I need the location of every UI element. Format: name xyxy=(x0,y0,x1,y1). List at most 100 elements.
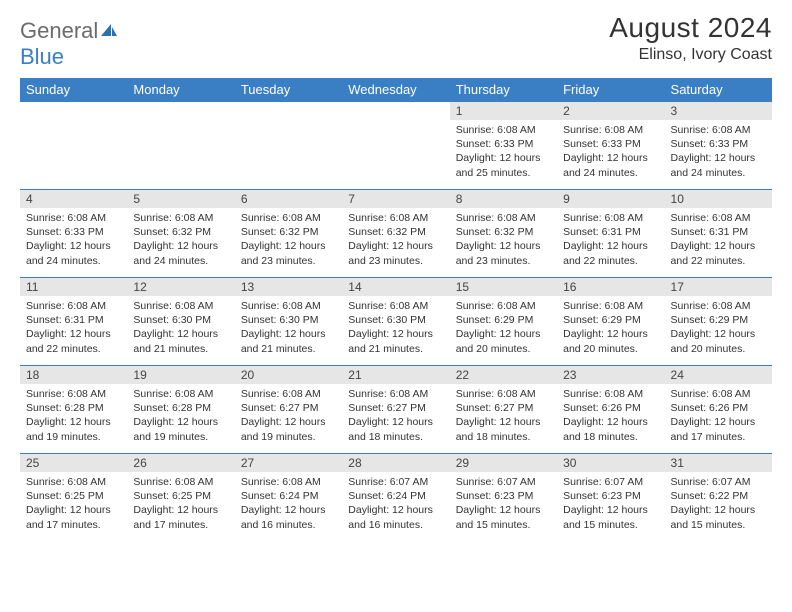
daylight-line: Daylight: 12 hours and 22 minutes. xyxy=(26,328,111,354)
daylight-line: Daylight: 12 hours and 24 minutes. xyxy=(563,152,648,178)
day-details: Sunrise: 6:08 AMSunset: 6:30 PMDaylight:… xyxy=(127,296,234,360)
sunset-line: Sunset: 6:28 PM xyxy=(133,402,211,414)
day-details: Sunrise: 6:08 AMSunset: 6:29 PMDaylight:… xyxy=(665,296,772,360)
daylight-line: Daylight: 12 hours and 17 minutes. xyxy=(671,416,756,442)
calendar-cell: 14Sunrise: 6:08 AMSunset: 6:30 PMDayligh… xyxy=(342,278,449,366)
day-details: Sunrise: 6:08 AMSunset: 6:26 PMDaylight:… xyxy=(665,384,772,448)
brand-part2: Blue xyxy=(20,44,64,69)
calendar-body: 1Sunrise: 6:08 AMSunset: 6:33 PMDaylight… xyxy=(20,102,772,542)
sunrise-line: Sunrise: 6:07 AM xyxy=(456,476,536,488)
day-details: Sunrise: 6:08 AMSunset: 6:32 PMDaylight:… xyxy=(235,208,342,272)
daylight-line: Daylight: 12 hours and 19 minutes. xyxy=(26,416,111,442)
sunset-line: Sunset: 6:30 PM xyxy=(348,314,426,326)
weekday-header: Saturday xyxy=(665,78,772,102)
sunrise-line: Sunrise: 6:07 AM xyxy=(671,476,751,488)
day-details: Sunrise: 6:08 AMSunset: 6:28 PMDaylight:… xyxy=(127,384,234,448)
calendar-cell xyxy=(20,102,127,190)
day-details xyxy=(342,120,449,127)
daylight-line: Daylight: 12 hours and 23 minutes. xyxy=(456,240,541,266)
day-details xyxy=(20,120,127,127)
day-number: 11 xyxy=(20,278,127,296)
sunrise-line: Sunrise: 6:08 AM xyxy=(671,124,751,136)
day-number: 25 xyxy=(20,454,127,472)
day-details: Sunrise: 6:08 AMSunset: 6:33 PMDaylight:… xyxy=(557,120,664,184)
sunset-line: Sunset: 6:30 PM xyxy=(241,314,319,326)
day-details: Sunrise: 6:08 AMSunset: 6:27 PMDaylight:… xyxy=(235,384,342,448)
sunset-line: Sunset: 6:32 PM xyxy=(133,226,211,238)
daylight-line: Daylight: 12 hours and 22 minutes. xyxy=(563,240,648,266)
daylight-line: Daylight: 12 hours and 20 minutes. xyxy=(671,328,756,354)
day-details: Sunrise: 6:08 AMSunset: 6:33 PMDaylight:… xyxy=(450,120,557,184)
daylight-line: Daylight: 12 hours and 21 minutes. xyxy=(133,328,218,354)
sunrise-line: Sunrise: 6:08 AM xyxy=(26,212,106,224)
calendar-cell: 21Sunrise: 6:08 AMSunset: 6:27 PMDayligh… xyxy=(342,366,449,454)
sunset-line: Sunset: 6:29 PM xyxy=(563,314,641,326)
day-details: Sunrise: 6:08 AMSunset: 6:31 PMDaylight:… xyxy=(557,208,664,272)
calendar-week-row: 25Sunrise: 6:08 AMSunset: 6:25 PMDayligh… xyxy=(20,454,772,542)
sunset-line: Sunset: 6:25 PM xyxy=(133,490,211,502)
calendar-week-row: 1Sunrise: 6:08 AMSunset: 6:33 PMDaylight… xyxy=(20,102,772,190)
sunset-line: Sunset: 6:33 PM xyxy=(26,226,104,238)
day-details: Sunrise: 6:07 AMSunset: 6:23 PMDaylight:… xyxy=(450,472,557,536)
sunrise-line: Sunrise: 6:08 AM xyxy=(563,124,643,136)
day-number: 14 xyxy=(342,278,449,296)
day-details: Sunrise: 6:07 AMSunset: 6:24 PMDaylight:… xyxy=(342,472,449,536)
day-number: 1 xyxy=(450,102,557,120)
calendar-table: SundayMondayTuesdayWednesdayThursdayFrid… xyxy=(20,78,772,542)
sunset-line: Sunset: 6:30 PM xyxy=(133,314,211,326)
day-details: Sunrise: 6:08 AMSunset: 6:27 PMDaylight:… xyxy=(342,384,449,448)
day-number: 8 xyxy=(450,190,557,208)
sunset-line: Sunset: 6:24 PM xyxy=(348,490,426,502)
calendar-week-row: 4Sunrise: 6:08 AMSunset: 6:33 PMDaylight… xyxy=(20,190,772,278)
sunrise-line: Sunrise: 6:08 AM xyxy=(26,476,106,488)
sunrise-line: Sunrise: 6:08 AM xyxy=(241,388,321,400)
calendar-cell: 29Sunrise: 6:07 AMSunset: 6:23 PMDayligh… xyxy=(450,454,557,542)
day-details xyxy=(235,120,342,127)
day-number xyxy=(342,102,449,120)
daylight-line: Daylight: 12 hours and 17 minutes. xyxy=(133,504,218,530)
day-details: Sunrise: 6:07 AMSunset: 6:22 PMDaylight:… xyxy=(665,472,772,536)
day-number: 9 xyxy=(557,190,664,208)
sunrise-line: Sunrise: 6:08 AM xyxy=(241,300,321,312)
day-number: 7 xyxy=(342,190,449,208)
sunset-line: Sunset: 6:26 PM xyxy=(563,402,641,414)
daylight-line: Daylight: 12 hours and 20 minutes. xyxy=(563,328,648,354)
day-details: Sunrise: 6:08 AMSunset: 6:32 PMDaylight:… xyxy=(450,208,557,272)
calendar-week-row: 18Sunrise: 6:08 AMSunset: 6:28 PMDayligh… xyxy=(20,366,772,454)
sunset-line: Sunset: 6:28 PM xyxy=(26,402,104,414)
calendar-cell: 4Sunrise: 6:08 AMSunset: 6:33 PMDaylight… xyxy=(20,190,127,278)
sunset-line: Sunset: 6:31 PM xyxy=(26,314,104,326)
daylight-line: Daylight: 12 hours and 22 minutes. xyxy=(671,240,756,266)
day-number: 27 xyxy=(235,454,342,472)
location-label: Elinso, Ivory Coast xyxy=(609,46,772,64)
day-number: 21 xyxy=(342,366,449,384)
calendar-cell: 2Sunrise: 6:08 AMSunset: 6:33 PMDaylight… xyxy=(557,102,664,190)
day-details: Sunrise: 6:08 AMSunset: 6:31 PMDaylight:… xyxy=(20,296,127,360)
calendar-cell xyxy=(235,102,342,190)
calendar-cell: 6Sunrise: 6:08 AMSunset: 6:32 PMDaylight… xyxy=(235,190,342,278)
day-number: 10 xyxy=(665,190,772,208)
day-number: 22 xyxy=(450,366,557,384)
sunset-line: Sunset: 6:23 PM xyxy=(456,490,534,502)
sunrise-line: Sunrise: 6:08 AM xyxy=(348,388,428,400)
sail-icon xyxy=(99,22,119,38)
day-details: Sunrise: 6:08 AMSunset: 6:26 PMDaylight:… xyxy=(557,384,664,448)
weekday-header: Wednesday xyxy=(342,78,449,102)
day-number: 15 xyxy=(450,278,557,296)
calendar-cell: 26Sunrise: 6:08 AMSunset: 6:25 PMDayligh… xyxy=(127,454,234,542)
calendar-cell: 22Sunrise: 6:08 AMSunset: 6:27 PMDayligh… xyxy=(450,366,557,454)
calendar-cell: 19Sunrise: 6:08 AMSunset: 6:28 PMDayligh… xyxy=(127,366,234,454)
calendar-cell: 31Sunrise: 6:07 AMSunset: 6:22 PMDayligh… xyxy=(665,454,772,542)
day-number: 31 xyxy=(665,454,772,472)
day-details: Sunrise: 6:08 AMSunset: 6:30 PMDaylight:… xyxy=(342,296,449,360)
sunrise-line: Sunrise: 6:08 AM xyxy=(671,212,751,224)
day-number: 3 xyxy=(665,102,772,120)
weekday-header: Monday xyxy=(127,78,234,102)
daylight-line: Daylight: 12 hours and 21 minutes. xyxy=(241,328,326,354)
sunrise-line: Sunrise: 6:08 AM xyxy=(456,300,536,312)
sunrise-line: Sunrise: 6:07 AM xyxy=(348,476,428,488)
day-details: Sunrise: 6:08 AMSunset: 6:25 PMDaylight:… xyxy=(127,472,234,536)
sunrise-line: Sunrise: 6:08 AM xyxy=(671,300,751,312)
day-details: Sunrise: 6:08 AMSunset: 6:31 PMDaylight:… xyxy=(665,208,772,272)
calendar-cell: 28Sunrise: 6:07 AMSunset: 6:24 PMDayligh… xyxy=(342,454,449,542)
